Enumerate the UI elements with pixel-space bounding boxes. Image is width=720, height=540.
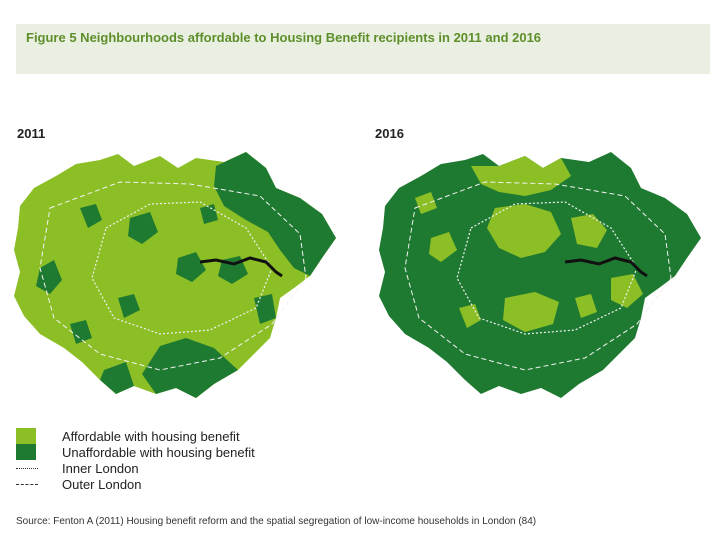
unaffordable-swatch xyxy=(16,444,36,460)
title-bar: Figure 5 Neighbourhoods affordable to Ho… xyxy=(16,24,710,74)
legend-item-unaffordable: Unaffordable with housing benefit xyxy=(16,444,255,460)
inner-london-line-sample xyxy=(16,467,38,469)
inner-london-boundary xyxy=(91,201,273,335)
inner-london-boundary xyxy=(456,201,638,335)
london-outline xyxy=(379,152,701,398)
outer-london-line-sample xyxy=(16,483,38,485)
legend-label-outer-london: Outer London xyxy=(62,476,142,492)
legend: Affordable with housing benefit Unafford… xyxy=(16,428,255,492)
outer-london-boundary xyxy=(39,181,307,371)
outer-london-boundary xyxy=(404,181,672,371)
legend-item-outer-london: Outer London xyxy=(16,476,255,492)
map-2016 xyxy=(379,152,701,398)
legend-item-affordable: Affordable with housing benefit xyxy=(16,428,255,444)
river-thames xyxy=(564,256,648,278)
affordable-areas xyxy=(415,156,643,332)
affordable-swatch xyxy=(16,428,36,444)
legend-item-inner-london: Inner London xyxy=(16,460,255,476)
map-2011 xyxy=(14,152,336,398)
river-thames xyxy=(199,256,283,278)
figure-title: Figure 5 Neighbourhoods affordable to Ho… xyxy=(26,30,542,45)
legend-label-unaffordable: Unaffordable with housing benefit xyxy=(62,444,255,460)
year-label-2016: 2016 xyxy=(375,126,404,141)
year-label-2011: 2011 xyxy=(17,126,46,141)
source-note: Source: Fenton A (2011) Housing benefit … xyxy=(16,516,537,527)
unaffordable-areas xyxy=(36,152,336,398)
legend-label-inner-london: Inner London xyxy=(62,460,139,476)
legend-label-affordable: Affordable with housing benefit xyxy=(62,428,240,444)
